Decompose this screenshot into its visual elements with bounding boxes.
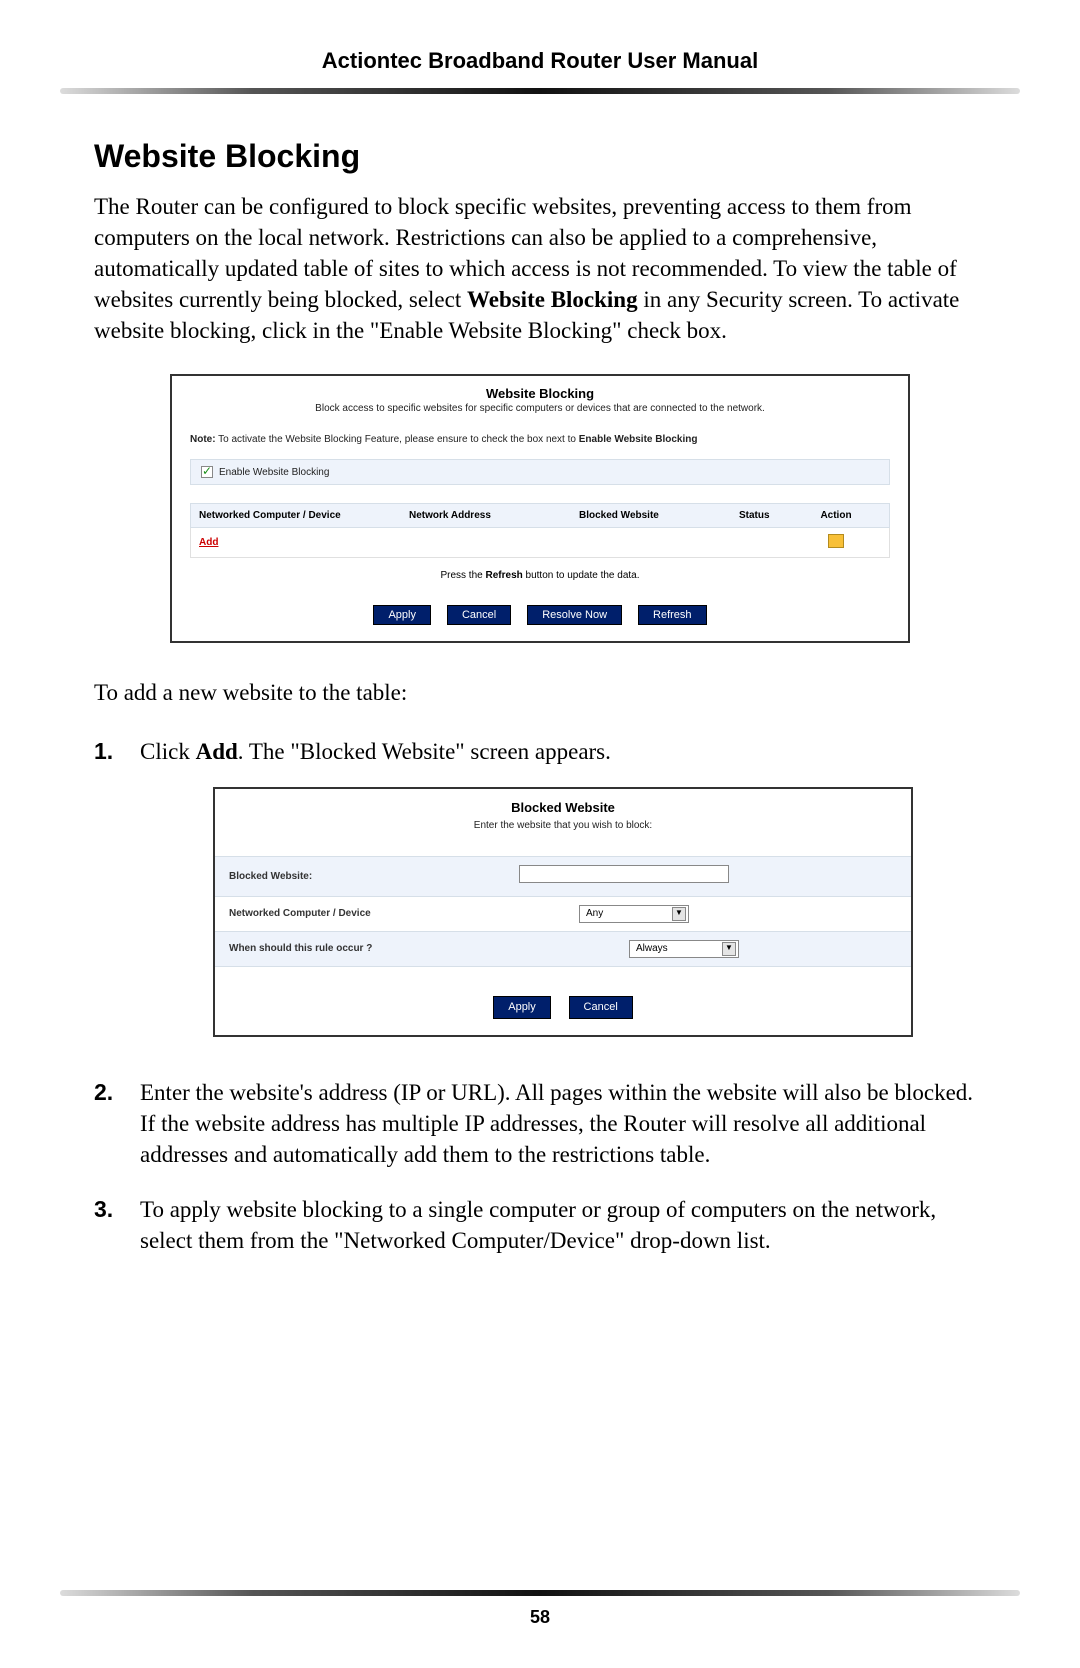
blocked-website-row: Blocked Website: — [215, 856, 911, 897]
chevron-down-icon: ▼ — [722, 942, 736, 956]
device-label: Networked Computer / Device — [229, 907, 519, 921]
col-status: Status — [731, 504, 801, 527]
blocked-website-input[interactable] — [519, 865, 729, 883]
apply-button[interactable]: Apply — [373, 605, 431, 625]
ss1-note-bold2: Enable Website Blocking — [579, 434, 698, 445]
cancel-button[interactable]: Cancel — [447, 605, 511, 625]
schedule-label: When should this rule occur ? — [229, 942, 519, 956]
ss1-title: Website Blocking — [172, 376, 908, 401]
step-2: 2. Enter the website's address (IP or UR… — [94, 1077, 986, 1170]
enable-website-blocking-row: Enable Website Blocking — [190, 459, 890, 485]
steps-list: 1. Click Add. The "Blocked Website" scre… — [94, 736, 986, 1256]
apply-button[interactable]: Apply — [493, 996, 551, 1019]
table-row: Add — [190, 528, 890, 558]
ss1-subtitle: Block access to specific websites for sp… — [172, 401, 908, 430]
step-3-text: To apply website blocking to a single co… — [140, 1194, 986, 1256]
step-1-number: 1. — [94, 736, 140, 1052]
ss1-note-bold: Note: — [190, 434, 216, 445]
lead-text: To add a new website to the table: — [94, 677, 986, 708]
refresh-hint: Press the Refresh button to update the d… — [172, 566, 908, 605]
device-select-value: Any — [586, 907, 603, 921]
enable-website-blocking-checkbox[interactable] — [201, 466, 213, 478]
col-device: Networked Computer / Device — [191, 504, 401, 527]
step-2-text: Enter the website's address (IP or URL).… — [140, 1077, 986, 1170]
intro-text-bold: Website Blocking — [467, 287, 638, 312]
step-1-post: . The "Blocked Website" screen appears. — [238, 739, 611, 764]
refresh-hint-post: button to update the data. — [523, 570, 640, 581]
col-address: Network Address — [401, 504, 571, 527]
enable-website-blocking-label: Enable Website Blocking — [219, 467, 329, 478]
device-row: Networked Computer / Device Any ▼ — [215, 897, 911, 931]
footer-divider — [60, 1590, 1020, 1596]
device-select[interactable]: Any ▼ — [579, 905, 689, 923]
schedule-select[interactable]: Always ▼ — [629, 940, 739, 958]
blocked-sites-table: Networked Computer / Device Network Addr… — [190, 503, 890, 558]
chevron-down-icon: ▼ — [672, 907, 686, 921]
col-action: Action — [801, 504, 871, 527]
refresh-button[interactable]: Refresh — [638, 605, 707, 625]
step-3: 3. To apply website blocking to a single… — [94, 1194, 986, 1256]
ss2-subtitle: Enter the website that you wish to block… — [215, 817, 911, 857]
step-1-pre: Click — [140, 739, 196, 764]
ss2-title: Blocked Website — [215, 789, 911, 817]
step-2-number: 2. — [94, 1077, 140, 1170]
step-1-bold: Add — [196, 739, 238, 764]
add-link[interactable]: Add — [199, 537, 218, 548]
refresh-hint-bold: Refresh — [486, 570, 523, 581]
intro-paragraph: The Router can be configured to block sp… — [94, 191, 986, 346]
blocked-website-label: Blocked Website: — [229, 870, 519, 884]
schedule-select-value: Always — [636, 942, 668, 956]
section-title: Website Blocking — [94, 138, 986, 175]
edit-icon[interactable] — [828, 534, 844, 548]
website-blocking-screenshot: Website Blocking Block access to specifi… — [170, 374, 910, 643]
col-blocked-website: Blocked Website — [571, 504, 731, 527]
cancel-button[interactable]: Cancel — [569, 996, 633, 1019]
page-number: 58 — [0, 1607, 1080, 1628]
ss1-button-row: Apply Cancel Resolve Now Refresh — [172, 605, 908, 641]
ss1-note: Note: To activate the Website Blocking F… — [172, 430, 908, 455]
table-header-row: Networked Computer / Device Network Addr… — [190, 503, 890, 528]
ss2-button-row: Apply Cancel — [215, 987, 911, 1035]
ss1-note-rest: To activate the Website Blocking Feature… — [216, 434, 579, 445]
blocked-website-screenshot: Blocked Website Enter the website that y… — [213, 787, 913, 1036]
resolve-now-button[interactable]: Resolve Now — [527, 605, 622, 625]
refresh-hint-pre: Press the — [440, 570, 485, 581]
content-area: Website Blocking The Router can be confi… — [0, 94, 1080, 1256]
schedule-row: When should this rule occur ? Always ▼ — [215, 931, 911, 967]
step-3-number: 3. — [94, 1194, 140, 1256]
step-1-text: Click Add. The "Blocked Website" screen … — [140, 736, 986, 1052]
step-1: 1. Click Add. The "Blocked Website" scre… — [94, 736, 986, 1052]
page-header-title: Actiontec Broadband Router User Manual — [0, 0, 1080, 74]
